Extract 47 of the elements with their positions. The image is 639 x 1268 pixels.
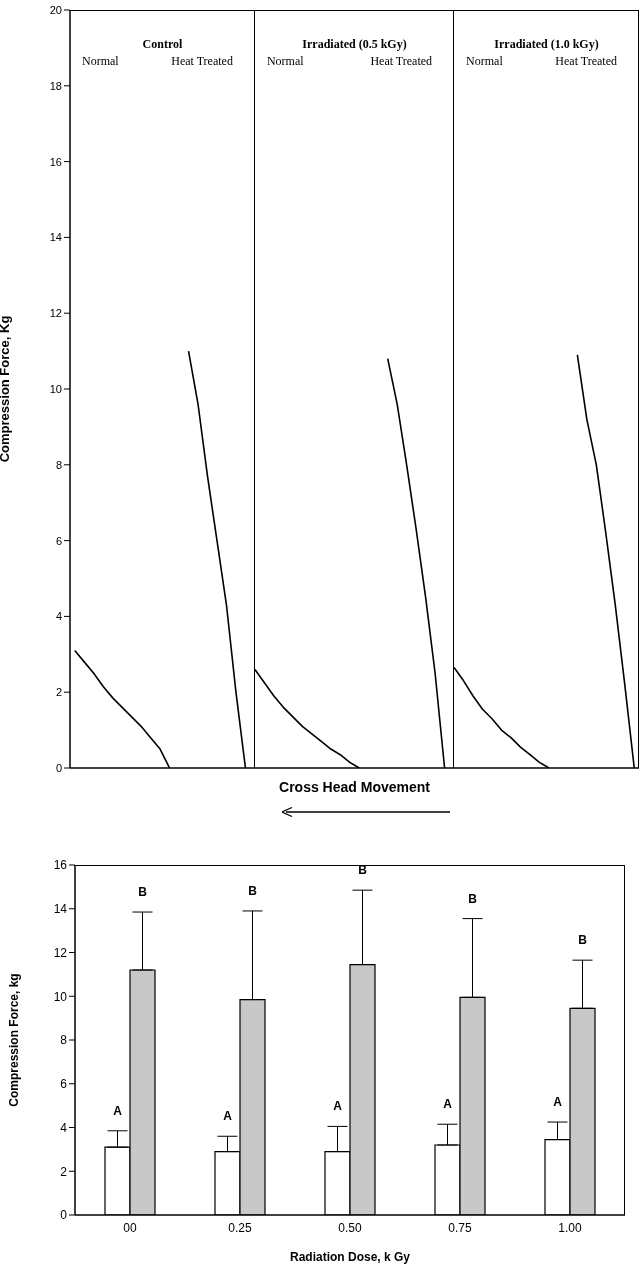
y-tick-label: 20 <box>49 3 62 16</box>
annotation: A <box>333 1099 343 1114</box>
annotation: B <box>248 883 258 898</box>
y-tick-label: 18 <box>49 79 62 92</box>
annotation: Heat Treated <box>171 54 233 69</box>
y-tick-label: 6 <box>60 1077 68 1092</box>
annotation: Heat Treated <box>370 54 433 69</box>
y-tick-label: 8 <box>60 1033 68 1048</box>
y-tick-label: 4 <box>55 610 62 623</box>
y-axis-title: Compression Force, kg <box>7 973 22 1107</box>
y-tick-label: 8 <box>55 458 62 471</box>
y-tick-label: 12 <box>49 307 62 320</box>
x-tick-label: 0.50 <box>338 1220 362 1235</box>
y-tick-label: 14 <box>53 902 68 917</box>
x-tick-label: 0.25 <box>228 1220 252 1235</box>
x-axis-title: Radiation Dose, k Gy <box>289 1250 411 1264</box>
x-axis-title: Cross Head Movement <box>279 779 431 795</box>
annotation: A <box>553 1095 563 1110</box>
annotation: Normal <box>266 54 304 69</box>
y-axis-title: Compression Force, Kg <box>0 315 12 463</box>
annotation: B <box>578 933 588 948</box>
annotation: B <box>468 891 478 906</box>
y-tick-label: 2 <box>60 1164 68 1179</box>
x-tick-label: 0.75 <box>448 1220 472 1235</box>
y-tick-label: 2 <box>55 686 62 699</box>
annotation: Heat Treated <box>555 54 617 69</box>
x-tick-label: 00 <box>123 1220 137 1235</box>
annotation: B <box>138 885 148 900</box>
y-tick-label: 0 <box>55 761 62 774</box>
x-tick-label: 1.00 <box>558 1220 582 1235</box>
y-tick-label: 4 <box>60 1120 68 1135</box>
y-tick-label: 6 <box>55 534 62 547</box>
y-tick-label: 10 <box>49 382 62 395</box>
y-tick-label: 16 <box>53 858 68 873</box>
annotation: A <box>223 1109 233 1124</box>
annotation: Irradiated (1.0 kGy) <box>493 37 600 52</box>
annotation: A <box>113 1103 123 1118</box>
y-tick-label: 14 <box>49 231 62 244</box>
annotation: A <box>443 1097 453 1112</box>
annotation: Irradiated (0.5 kGy) <box>301 37 408 52</box>
y-tick-label: 0 <box>60 1208 68 1223</box>
annotation: Normal <box>466 54 503 69</box>
y-tick-label: 12 <box>53 945 68 960</box>
annotation: Normal <box>82 54 119 69</box>
y-tick-label: 16 <box>49 155 62 168</box>
y-tick-label: 10 <box>53 989 68 1004</box>
annotation: Control <box>141 37 184 52</box>
